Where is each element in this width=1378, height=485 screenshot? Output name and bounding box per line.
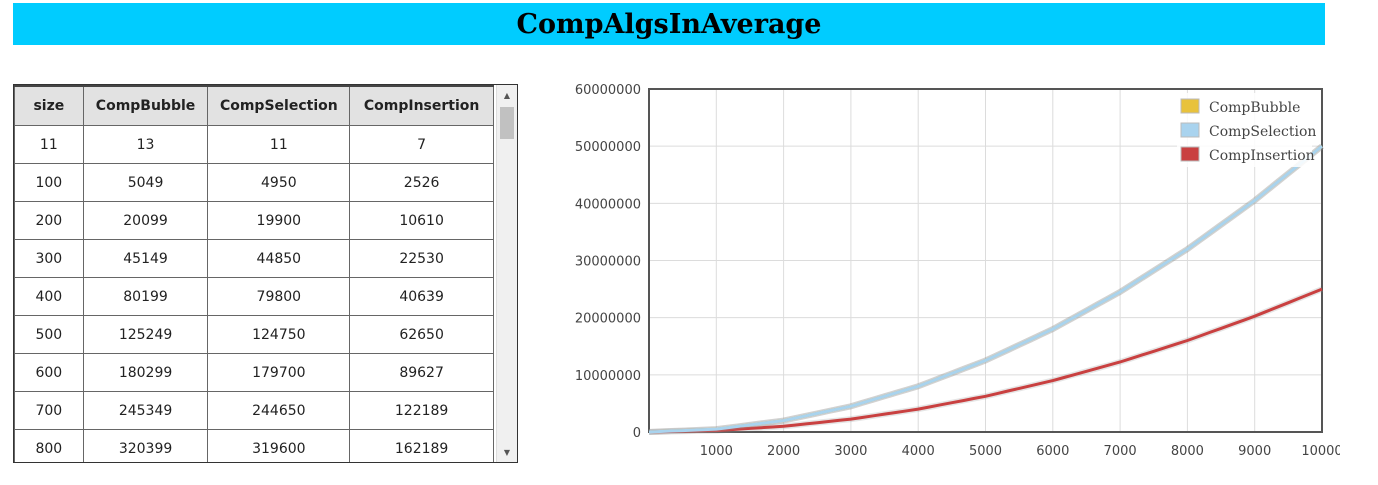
- table-cell: 13: [82, 125, 209, 164]
- table-row[interactable]: 100 5049 4950 2526: [14, 163, 494, 202]
- table-cell: 22530: [349, 239, 494, 278]
- table-row[interactable]: 200 20099 19900 10610: [14, 201, 494, 240]
- legend-label: CompInsertion: [1209, 148, 1315, 164]
- table-cell: 80199: [82, 277, 209, 316]
- series-line-compinsertion: [648, 287, 1323, 434]
- table-cell: 124750: [207, 315, 351, 354]
- table-cell: 62650: [349, 315, 494, 354]
- y-tick-label: 0: [633, 426, 641, 441]
- page-title: CompAlgsInAverage: [516, 8, 822, 40]
- x-tick-label: 8000: [1171, 444, 1204, 459]
- legend-swatch: [1180, 146, 1200, 162]
- table-cell: 179700: [207, 353, 351, 392]
- y-tick-label: 10000000: [575, 369, 641, 384]
- table-cell: 5049: [82, 163, 209, 202]
- table-cell: 245349: [82, 391, 209, 430]
- table-cell: 89627: [349, 353, 494, 392]
- table-cell: 180299: [82, 353, 209, 392]
- y-tick-label: 60000000: [575, 83, 641, 98]
- table-cell: 10610: [349, 201, 494, 240]
- legend-swatch: [1180, 122, 1200, 138]
- legend-label: CompBubble: [1209, 100, 1300, 116]
- scroll-down-arrow-icon[interactable]: ▼: [503, 447, 511, 457]
- table-row[interactable]: 800 320399 319600 162189: [14, 429, 494, 462]
- chart-legend: CompBubble CompSelection CompInsertion: [1177, 93, 1316, 167]
- y-tick-label: 50000000: [575, 140, 641, 155]
- series-line-compselection: [648, 145, 1323, 434]
- y-tick-label: 20000000: [575, 312, 641, 327]
- table-body: 11 13 11 7 100 5049 4950 2526 200 20099 19900 10610…: [14, 125, 494, 462]
- data-table: size CompBubble CompSelection CompInsert…: [14, 85, 494, 462]
- vertical-scrollbar[interactable]: ▲ ▼: [496, 85, 517, 462]
- table-row[interactable]: 11 13 11 7: [14, 125, 494, 164]
- table-row[interactable]: 300 45149 44850 22530: [14, 239, 494, 278]
- column-header-size[interactable]: size: [14, 85, 84, 126]
- x-tick-label: 5000: [969, 444, 1002, 459]
- y-tick-label: 30000000: [575, 255, 641, 270]
- scroll-up-arrow-icon[interactable]: ▲: [503, 90, 511, 100]
- y-tick-label: 40000000: [575, 197, 641, 212]
- table-cell: 244650: [207, 391, 351, 430]
- table-row[interactable]: 400 80199 79800 40639: [14, 277, 494, 316]
- table-row[interactable]: 600 180299 179700 89627: [14, 353, 494, 392]
- data-table-panel[interactable]: size CompBubble CompSelection CompInsert…: [13, 84, 518, 463]
- x-tick-label: 7000: [1104, 444, 1137, 459]
- table-cell: 40639: [349, 277, 494, 316]
- line-chart: 1000 2000 3000 4000 5000 6000 7000 8000 9000 1000…: [575, 83, 1340, 459]
- table-cell: 11: [14, 125, 84, 164]
- table-cell: 300: [14, 239, 84, 278]
- table-cell: 44850: [207, 239, 351, 278]
- table-cell: 19900: [207, 201, 351, 240]
- table-header-row: size CompBubble CompSelection CompInsert…: [14, 85, 494, 126]
- x-tick-label: 10000: [1301, 444, 1340, 459]
- table-cell: 600: [14, 353, 84, 392]
- x-tick-label: 2000: [767, 444, 800, 459]
- legend-label: CompSelection: [1209, 124, 1316, 140]
- table-cell: 500: [14, 315, 84, 354]
- title-bar: CompAlgsInAverage: [13, 3, 1325, 45]
- table-row[interactable]: 500 125249 124750 62650: [14, 315, 494, 354]
- table-cell: 4950: [207, 163, 351, 202]
- table-cell: 200: [14, 201, 84, 240]
- plot-frame: [648, 88, 1323, 433]
- x-tick-label: 1000: [700, 444, 733, 459]
- x-tick-label: 4000: [902, 444, 935, 459]
- table-cell: 79800: [207, 277, 351, 316]
- column-header-compbubble[interactable]: CompBubble: [82, 85, 209, 126]
- column-header-compinsertion[interactable]: CompInsertion: [349, 85, 494, 126]
- table-cell: 20099: [82, 201, 209, 240]
- x-tick-label: 3000: [834, 444, 867, 459]
- table-cell: 319600: [207, 429, 351, 462]
- table-cell: 400: [14, 277, 84, 316]
- x-tick-label: 9000: [1238, 444, 1271, 459]
- legend-swatch: [1180, 98, 1200, 114]
- table-cell: 45149: [82, 239, 209, 278]
- table-cell: 320399: [82, 429, 209, 462]
- table-cell: 11: [207, 125, 351, 164]
- table-cell: 122189: [349, 391, 494, 430]
- table-row[interactable]: 700 245349 244650 122189: [14, 391, 494, 430]
- column-header-compselection[interactable]: CompSelection: [207, 85, 351, 126]
- table-cell: 800: [14, 429, 84, 462]
- table-cell: 2526: [349, 163, 494, 202]
- table-cell: 7: [349, 125, 494, 164]
- table-cell: 100: [14, 163, 84, 202]
- x-tick-label: 6000: [1036, 444, 1069, 459]
- table-cell: 125249: [82, 315, 209, 354]
- table-cell: 700: [14, 391, 84, 430]
- scrollbar-thumb[interactable]: [500, 107, 514, 139]
- table-cell: 162189: [349, 429, 494, 462]
